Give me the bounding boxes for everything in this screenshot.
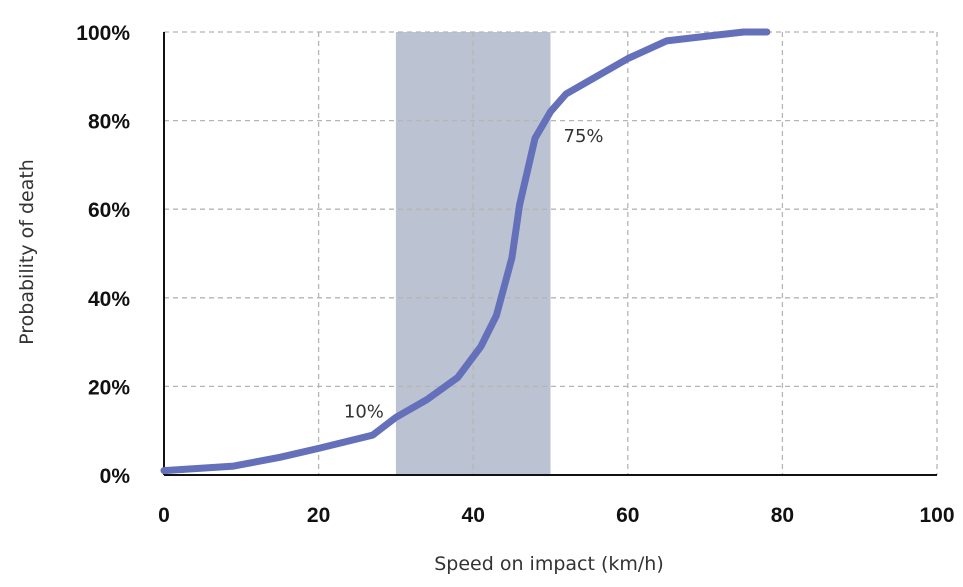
line-layer (160, 28, 771, 475)
x-tick-label: 0 (158, 504, 170, 527)
y-tick-label: 40% (88, 288, 130, 311)
y-tick-label: 80% (88, 111, 130, 134)
y-axis-label: Probability of death (16, 159, 38, 345)
annotation-label: 10% (344, 402, 384, 423)
x-tick-label: 80 (771, 504, 794, 527)
x-tick-label: 40 (462, 504, 485, 527)
annotation-label: 75% (564, 126, 604, 147)
grid-layer (164, 31, 938, 475)
x-tick-label: 100 (919, 504, 954, 527)
annotation-layer: 10% 75% (344, 126, 604, 423)
x-axis-label: Speed on impact (km/h) (434, 553, 664, 575)
x-tick-label: 60 (616, 504, 639, 527)
series-line (160, 28, 771, 475)
y-tick-label: 60% (88, 199, 130, 222)
axis-layer: 0% 20% 40% 60% 80% 100% 0 20 40 60 80 100 (76, 22, 954, 527)
y-tick-label: 100% (76, 22, 130, 45)
x-tick-label: 20 (307, 504, 330, 527)
y-tick-label: 20% (88, 376, 130, 399)
y-tick-label: 0% (100, 465, 131, 488)
